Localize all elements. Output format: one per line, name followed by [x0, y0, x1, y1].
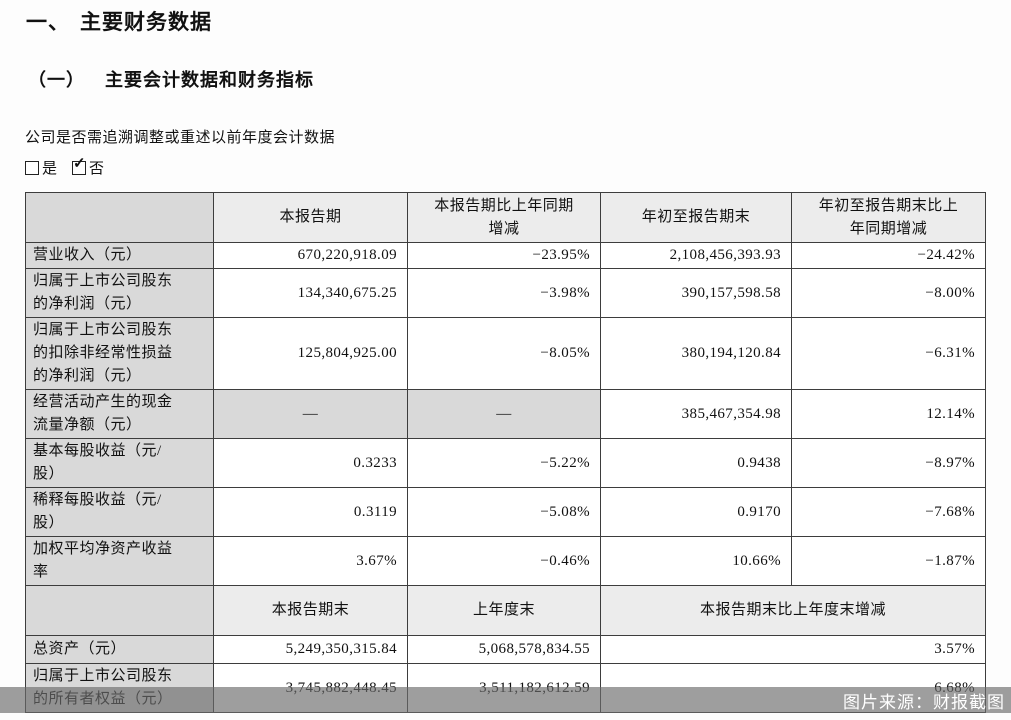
page-title: 一、 主要财务数据 — [26, 6, 212, 36]
cell-value: −23.95% — [407, 242, 601, 269]
header-current-period: 本报告期 — [213, 192, 408, 243]
cell-value: −7.68% — [791, 487, 986, 537]
table-row-net-profit-deducted: 归属于上市公司股东 的扣除非经常性损益 的净利润（元） 125,804,925.… — [25, 317, 986, 390]
checkbox-yes-label: 是 — [42, 161, 58, 177]
cell-value: −3.98% — [407, 268, 601, 318]
header-empty-cell — [25, 192, 214, 243]
section-title-marker: （一） — [28, 70, 85, 90]
row-label: 归属于上市公司股东 的净利润（元） — [25, 268, 214, 318]
cell-value: −5.22% — [407, 438, 601, 488]
header-period-end: 本报告期末 — [213, 585, 408, 636]
restatement-question: 公司是否需追溯调整或重述以前年度会计数据 — [25, 130, 336, 146]
row-label: 稀释每股收益（元/ 股） — [25, 487, 214, 537]
watermark-band: 图片来源：财报截图 — [0, 687, 1011, 713]
header-ytd-yoy: 年初至报告期末比上 年同期增减 — [791, 192, 986, 243]
cell-value: 125,804,925.00 — [213, 317, 408, 390]
header-period-end-change: 本报告期末比上年度末增减 — [600, 585, 986, 636]
cell-value: 0.9170 — [600, 487, 792, 537]
table-header-row-period: 本报告期 本报告期比上年同期 增减 年初至报告期末 年初至报告期末比上 年同期增… — [25, 192, 986, 243]
header-current-period-yoy: 本报告期比上年同期 增减 — [407, 192, 601, 243]
cell-value: 5,068,578,834.55 — [407, 635, 601, 664]
cell-value: −6.31% — [791, 317, 986, 390]
cell-value: 380,194,120.84 — [600, 317, 792, 390]
table-row-diluted-eps: 稀释每股收益（元/ 股） 0.3119 −5.08% 0.9170 −7.68% — [25, 487, 986, 537]
cell-value: −1.87% — [791, 536, 986, 586]
page-title-marker: 一、 — [26, 10, 70, 34]
cell-value: 385,467,354.98 — [600, 389, 792, 439]
cell-value: 390,157,598.58 — [600, 268, 792, 318]
cell-value: 670,220,918.09 — [213, 242, 408, 269]
checkbox-no[interactable]: ✓ 否 — [72, 156, 105, 178]
cell-value: 0.3233 — [213, 438, 408, 488]
checkbox-yes-box[interactable] — [25, 160, 39, 175]
row-label: 归属于上市公司股东 的扣除非经常性损益 的净利润（元） — [25, 317, 214, 390]
table-row-operating-cash-flow: 经营活动产生的现金 流量净额（元） — — 385,467,354.98 12.… — [25, 389, 986, 439]
cell-value: 2,108,456,393.93 — [600, 242, 792, 269]
cell-value: −0.46% — [407, 536, 601, 586]
section-title: （一） 主要会计数据和财务指标 — [28, 66, 314, 92]
table-header-row-period-end: 本报告期末 上年度末 本报告期末比上年度末增减 — [25, 585, 986, 636]
cell-value: 0.3119 — [213, 487, 408, 537]
financial-data-table: 本报告期 本报告期比上年同期 增减 年初至报告期末 年初至报告期末比上 年同期增… — [25, 192, 986, 713]
check-icon: ✓ — [73, 155, 86, 172]
table-row-revenue: 营业收入（元） 670,220,918.09 −23.95% 2,108,456… — [25, 242, 986, 269]
row-label: 经营活动产生的现金 流量净额（元） — [25, 389, 214, 439]
watermark-text: 图片来源：财报截图 — [843, 692, 1005, 712]
cell-value: −8.97% — [791, 438, 986, 488]
cell-value: 5,249,350,315.84 — [213, 635, 408, 664]
cell-value: 12.14% — [791, 389, 986, 439]
header-ytd: 年初至报告期末 — [600, 192, 792, 243]
header-prior-year-end: 上年度末 — [407, 585, 601, 636]
checkbox-yes[interactable]: 是 — [25, 157, 57, 178]
checkbox-no-label: 否 — [89, 161, 105, 177]
table-row-basic-eps: 基本每股收益（元/ 股） 0.3233 −5.22% 0.9438 −8.97% — [25, 438, 986, 488]
header-empty-cell — [25, 585, 214, 636]
cell-value: 3.57% — [600, 635, 986, 664]
table-row-net-profit: 归属于上市公司股东 的净利润（元） 134,340,675.25 −3.98% … — [25, 268, 986, 318]
cell-value: 0.9438 — [600, 438, 792, 488]
cell-value: 10.66% — [600, 536, 792, 586]
row-label: 基本每股收益（元/ 股） — [25, 438, 214, 488]
table-row-weighted-roe: 加权平均净资产收益 率 3.67% −0.46% 10.66% −1.87% — [25, 536, 986, 586]
row-label: 营业收入（元） — [25, 242, 214, 269]
checkbox-no-box[interactable]: ✓ — [72, 156, 87, 175]
section-title-text: 主要会计数据和财务指标 — [105, 70, 314, 90]
cell-value: 3.67% — [213, 536, 408, 586]
cell-value: −8.00% — [791, 268, 986, 318]
row-label: 加权平均净资产收益 率 — [25, 536, 214, 586]
cell-value: −5.08% — [407, 487, 601, 537]
cell-value: — — [407, 389, 601, 439]
table-row-total-assets: 总资产（元） 5,249,350,315.84 5,068,578,834.55… — [25, 635, 986, 664]
cell-value: −8.05% — [407, 317, 601, 390]
restatement-options: 是 ✓ 否 — [25, 156, 105, 178]
cell-value: −24.42% — [791, 242, 986, 269]
row-label: 总资产（元） — [25, 635, 214, 664]
cell-value: — — [213, 389, 408, 439]
page-title-text: 主要财务数据 — [80, 10, 212, 34]
cell-value: 134,340,675.25 — [213, 268, 408, 318]
